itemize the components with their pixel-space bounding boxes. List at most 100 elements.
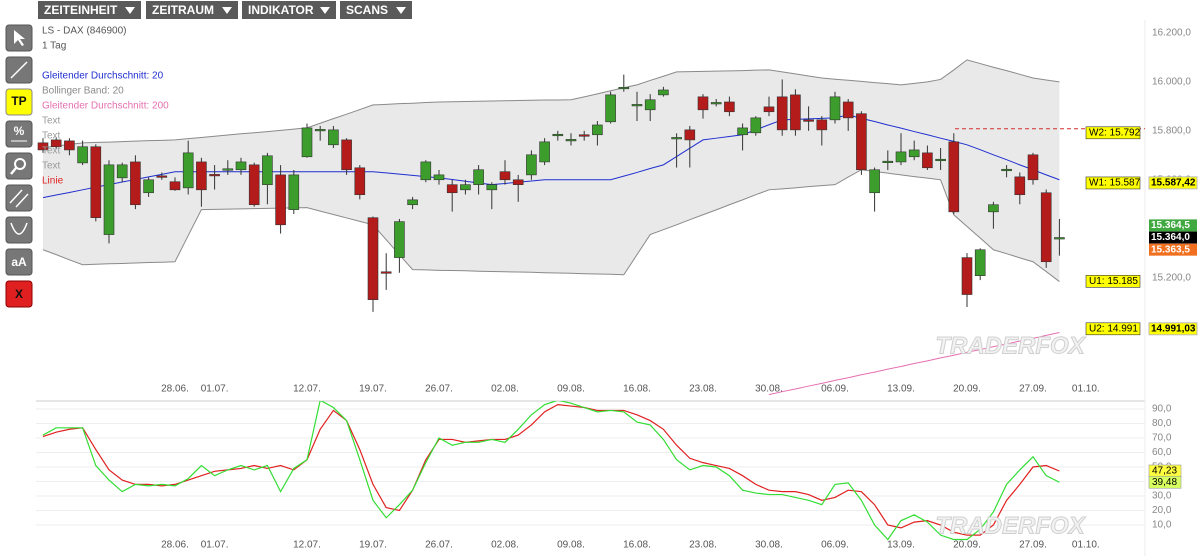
x-tick-label: 30.08. bbox=[755, 384, 783, 395]
candle-body bbox=[77, 146, 88, 164]
x-tick-label: 13.09. bbox=[887, 540, 915, 551]
x-tick-label: 19.07. bbox=[359, 540, 387, 551]
candle-body bbox=[829, 96, 841, 121]
menu-bar: ZEITEINHEIT ZEITRAUM INDIKATOR SCANS bbox=[38, 1, 412, 19]
menu-label: INDIKATOR bbox=[248, 3, 314, 17]
tool-select[interactable] bbox=[5, 24, 33, 52]
oscillator-line bbox=[42, 404, 1060, 536]
x-tick-label: 02.08. bbox=[491, 540, 519, 551]
level-box bbox=[1085, 275, 1141, 288]
value-label: 39,48 bbox=[1152, 477, 1177, 488]
x-tick-label: 12.07. bbox=[293, 540, 321, 551]
x-tick-label: 23.08. bbox=[689, 384, 717, 395]
tool-parallel[interactable] bbox=[5, 184, 33, 212]
y-tick-label: 30,0 bbox=[1152, 491, 1172, 502]
candle-body bbox=[605, 94, 616, 123]
candle-body bbox=[446, 184, 458, 194]
x-tick-label: 09.08. bbox=[557, 540, 585, 551]
price-label: 15.364,0 bbox=[1151, 232, 1190, 243]
y-tick-label: 60,0 bbox=[1152, 447, 1172, 458]
price-label-box bbox=[1149, 219, 1197, 232]
menu-label: ZEITRAUM bbox=[152, 3, 214, 17]
level-box bbox=[1085, 322, 1141, 336]
candle-body bbox=[526, 154, 537, 176]
candle-body bbox=[90, 146, 102, 219]
candle-body bbox=[460, 184, 471, 191]
candle-body bbox=[763, 106, 775, 113]
value-label: 47,23 bbox=[1152, 466, 1177, 477]
menu-item[interactable]: SCANS bbox=[340, 1, 412, 19]
y-tick-label: 16.200,0 bbox=[1152, 28, 1191, 39]
legend-entry: Linie bbox=[42, 176, 64, 187]
candle-body bbox=[1001, 168, 1012, 172]
candle-body bbox=[262, 155, 273, 185]
legend-entry: Gleitender Durchschnitt: 20 bbox=[42, 71, 164, 82]
tool-zoom[interactable] bbox=[5, 152, 33, 180]
y-tick-label: 70,0 bbox=[1152, 433, 1172, 444]
tool-label: aA bbox=[11, 255, 27, 269]
tool-curve[interactable] bbox=[5, 216, 33, 244]
x-tick-label: 27.09. bbox=[1019, 384, 1047, 395]
candle-body bbox=[1040, 192, 1052, 263]
level-label: W1: 15.587 bbox=[1089, 178, 1141, 189]
candle-body bbox=[380, 271, 392, 274]
price-label: 15.363,5 bbox=[1151, 244, 1190, 255]
menu-item[interactable]: INDIKATOR bbox=[242, 1, 336, 19]
menu-item[interactable]: ZEITRAUM bbox=[146, 1, 238, 19]
tool-text[interactable]: aA bbox=[5, 248, 33, 276]
tool-label: X bbox=[15, 287, 23, 301]
candle-body bbox=[341, 139, 352, 171]
candle-body bbox=[869, 169, 880, 194]
x-tick-label: 06.09. bbox=[821, 540, 849, 551]
x-tick-label: 01.07. bbox=[201, 384, 229, 395]
watermark: TRADERFOX bbox=[935, 332, 1086, 359]
x-tick-label: 28.06. bbox=[161, 540, 189, 551]
x-tick-label: 02.08. bbox=[491, 384, 519, 395]
candle-body bbox=[314, 129, 326, 132]
candle-body bbox=[354, 167, 366, 196]
candle-body bbox=[684, 129, 696, 141]
watermark: TRADERFOX bbox=[935, 512, 1086, 539]
menu-item[interactable]: ZEITEINHEIT bbox=[38, 1, 141, 19]
candle-body bbox=[895, 151, 907, 163]
candle-body bbox=[288, 174, 300, 210]
candle-body bbox=[1027, 154, 1039, 181]
price-label: 15.364,5 bbox=[1151, 220, 1190, 231]
candle-body bbox=[156, 175, 168, 178]
price-label: 14.991,03 bbox=[1151, 323, 1196, 334]
y-tick-label: 15.200,0 bbox=[1152, 272, 1191, 283]
tool-percent[interactable]: % bbox=[5, 120, 33, 148]
tool-label: % bbox=[14, 124, 25, 138]
x-tick-label: 26.07. bbox=[425, 540, 453, 551]
level-label: U2: 14.991 bbox=[1089, 323, 1138, 334]
y-tick-label: 10,0 bbox=[1152, 520, 1172, 531]
x-tick-label: 13.09. bbox=[887, 384, 915, 395]
tool-tp[interactable]: TP bbox=[5, 88, 33, 116]
candle-body bbox=[433, 174, 445, 181]
toolbar: TP % aA X bbox=[5, 24, 33, 308]
x-tick-label: 28.06. bbox=[161, 384, 189, 395]
price-label-box bbox=[1149, 243, 1197, 256]
x-tick-label: 23.08. bbox=[689, 540, 717, 551]
candle-body bbox=[750, 117, 762, 134]
tool-delete[interactable]: X bbox=[5, 280, 33, 308]
candle-body bbox=[644, 99, 656, 111]
candle-body bbox=[935, 158, 946, 162]
candle-body bbox=[222, 168, 234, 171]
x-tick-label: 27.09. bbox=[1019, 540, 1047, 551]
candle-body bbox=[512, 179, 524, 185]
candle-body bbox=[209, 174, 220, 177]
candle-body bbox=[539, 141, 550, 163]
tool-line[interactable] bbox=[5, 56, 33, 84]
candle-body bbox=[103, 164, 115, 235]
legend-entry: Text bbox=[42, 116, 61, 127]
candle-body bbox=[1054, 237, 1065, 240]
y-tick-label: 20,0 bbox=[1152, 505, 1172, 516]
menu-label: ZEITEINHEIT bbox=[44, 3, 118, 17]
y-tick-label: 16.000,0 bbox=[1152, 77, 1191, 88]
candle-body bbox=[671, 137, 682, 140]
moving-average bbox=[42, 114, 1060, 199]
candle-body bbox=[552, 133, 564, 137]
candle-body bbox=[618, 86, 630, 90]
